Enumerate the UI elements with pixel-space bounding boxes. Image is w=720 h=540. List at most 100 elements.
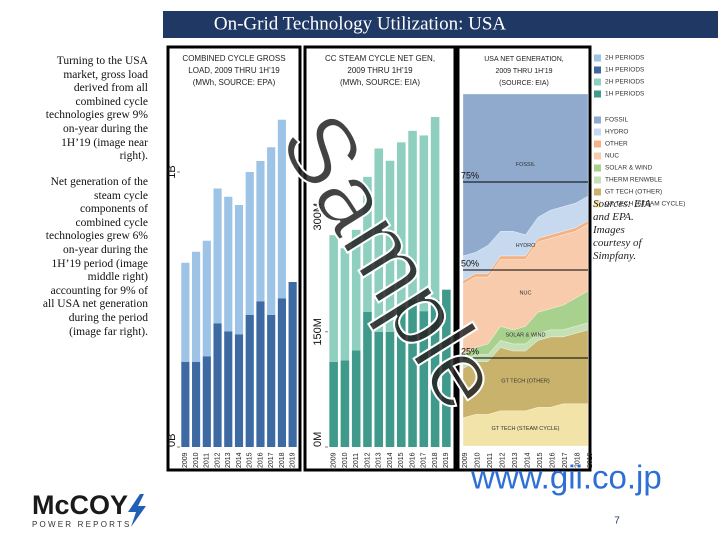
y-tick-label: 0M (312, 432, 324, 447)
bar-segment (363, 311, 372, 447)
bar-segment (374, 331, 384, 447)
legend-label: 2H PERIODS (605, 79, 645, 86)
x-tick-label: 2011 (487, 453, 494, 468)
bar-segment (340, 360, 350, 447)
paragraph: Net generation of the steam cycle compon… (42, 176, 148, 338)
chart-title: (MWh, SOURCE: EPA) (193, 78, 276, 87)
bar-segment (234, 205, 244, 335)
x-tick-label: 2012 (214, 452, 221, 468)
bar-segment (288, 282, 297, 447)
bar-segment (277, 119, 286, 299)
x-tick-label: 2012 (364, 452, 371, 468)
bar-segment (408, 130, 417, 300)
x-tick-label: 2009 (330, 452, 337, 468)
x-tick-label: 2009 (182, 452, 189, 468)
bar-segment (430, 299, 440, 447)
bar-segment (245, 172, 254, 315)
legend-swatch (594, 66, 601, 74)
x-tick-label: 2019 (587, 452, 594, 468)
legend-label: GT TECH (OTHER) (605, 189, 662, 196)
area-label: SOLAR & WIND (505, 333, 545, 339)
page-number: 7 (614, 516, 620, 527)
bar-segment (267, 147, 276, 315)
title-bar (163, 11, 718, 38)
legend-swatch (594, 128, 601, 136)
x-tick-label: 2011 (353, 453, 360, 468)
x-tick-label: 2010 (474, 452, 481, 468)
x-tick-label: 2014 (387, 452, 394, 468)
bar-segment (396, 142, 406, 307)
legend-swatch (594, 164, 601, 172)
bar-segment (181, 262, 190, 362)
bar-segment (442, 289, 451, 447)
watermark-url: www.gii.co.jp (470, 459, 662, 496)
bar-segment (256, 301, 265, 447)
legend-label: 1H PERIODS (605, 91, 645, 98)
x-tick-label: 2016 (409, 452, 416, 468)
bar-segment (351, 229, 361, 351)
legend-label: THERM RENWBLE (605, 177, 663, 184)
x-tick-label: 2017 (562, 452, 569, 468)
y-tick-label: 50% (461, 258, 479, 268)
y-tick-label: 1B (166, 165, 178, 178)
area-label: HYDRO (516, 243, 537, 249)
chart-title: 2009 THRU 1H’19 (347, 66, 413, 75)
legend-label: SOLAR & WIND (605, 165, 653, 172)
x-tick-label: 2018 (432, 452, 439, 468)
sources-note: Sources: EIA and EPA. Images courtesy of… (593, 198, 651, 262)
x-tick-label: 2015 (398, 452, 405, 468)
bar-segment (267, 315, 276, 447)
y-tick-label: 0B (166, 434, 178, 447)
legend-label: GT TECH (STEAM CYCLE) (605, 201, 685, 208)
x-tick-label: 2018 (574, 452, 581, 468)
chart-title: CC STEAM CYCLE NET GEN, (325, 54, 435, 63)
y-tick-label: 300M (312, 203, 324, 231)
legend-label: OTHER (605, 141, 628, 148)
legend-swatch (594, 90, 601, 98)
bar-segment (396, 306, 406, 447)
x-tick-label: 2013 (512, 452, 519, 468)
bar-segment (329, 361, 338, 447)
x-tick-label: 2013 (225, 452, 232, 468)
bar-segment (430, 117, 440, 300)
x-tick-label: 2009 (462, 452, 469, 468)
legend-label: HYDRO (605, 129, 628, 136)
x-tick-label: 2013 (376, 452, 383, 468)
bar-segment (419, 135, 429, 312)
x-tick-label: 2011 (204, 453, 211, 468)
x-tick-label: 2015 (537, 452, 544, 468)
legend-label: 2H PERIODS (605, 55, 645, 62)
legend-swatch (594, 140, 601, 148)
bar-segment (256, 161, 265, 302)
logo-bolt (128, 494, 146, 527)
bar-segment (385, 160, 395, 332)
x-tick-label: 2012 (499, 452, 506, 468)
bar-segment (202, 240, 211, 357)
logo-tagline: POWER REPORTS (32, 520, 132, 529)
chart-title: USA NET GENERATION, (484, 56, 564, 63)
logo-name: McCOY (32, 490, 128, 520)
x-tick-label: 2010 (342, 452, 349, 468)
bar-segment (224, 196, 233, 332)
bar-segment (340, 248, 350, 361)
area-label: GT TECH (STEAM CYCLE) (492, 426, 560, 432)
bar-segment (329, 235, 338, 362)
legend-swatch (594, 200, 601, 208)
x-tick-label: 2019 (289, 452, 296, 468)
bar-segment (408, 299, 417, 447)
chart-title: (SOURCE: EIA) (499, 80, 549, 87)
x-tick-label: 2015 (247, 452, 254, 468)
bar-segment (374, 148, 384, 332)
area-label: NUC (520, 290, 532, 296)
bar-segment (351, 350, 361, 447)
bar-segment (234, 334, 244, 447)
legend-swatch (594, 152, 601, 160)
legend-swatch (594, 116, 601, 124)
x-tick-label: 2019 (443, 452, 450, 468)
bar-segment (385, 331, 395, 447)
x-tick-label: 2010 (193, 452, 200, 468)
paragraph: Turning to the USA market, gross load de… (45, 55, 148, 163)
legend-label: FOSSIL (605, 117, 629, 124)
bar-segment (245, 315, 254, 447)
